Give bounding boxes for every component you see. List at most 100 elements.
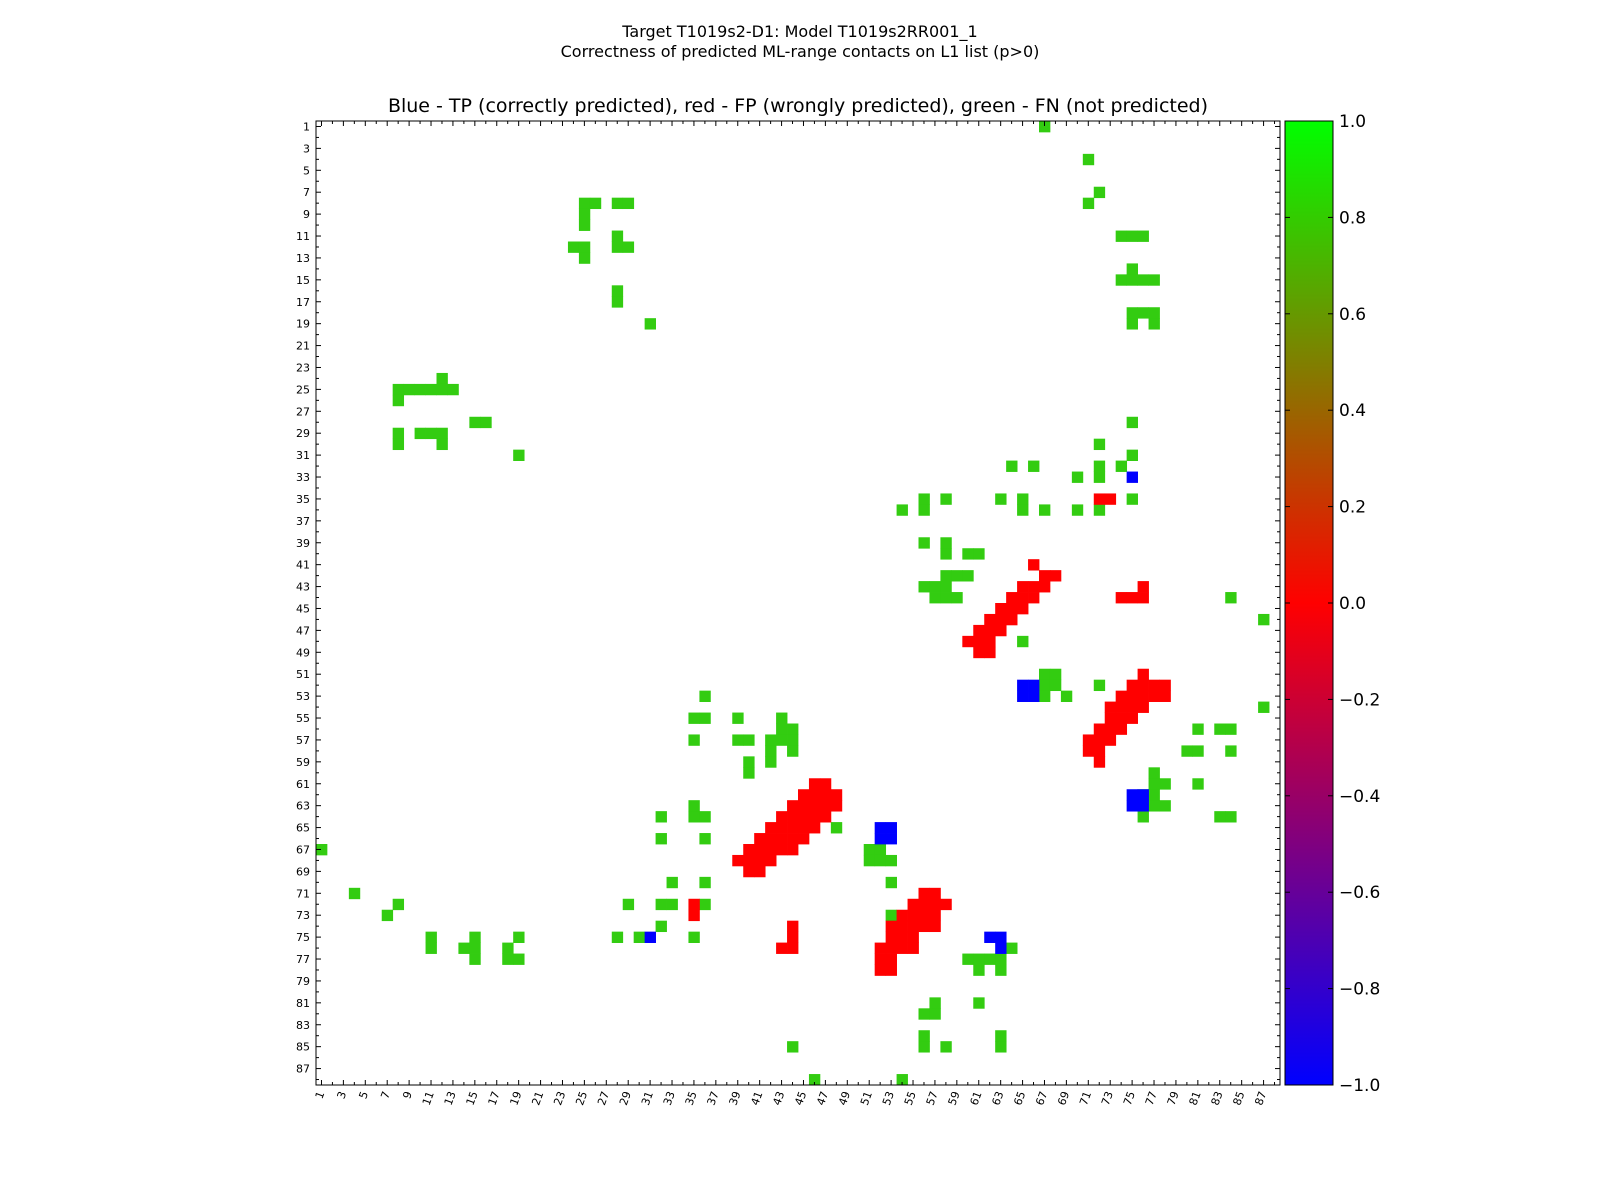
y-tick-label: 81 [296,997,310,1010]
axis-tick-labels: 1357911131517192123252729313335373941434… [296,120,1269,1107]
cell-fn [513,954,524,965]
cell-fp [1116,702,1127,713]
cell-fn [1039,691,1050,702]
cell-fn [349,888,360,899]
y-tick-label: 1 [303,120,310,133]
cell-fn [382,910,393,921]
cell-fp [1006,614,1017,625]
x-tick-label: 21 [529,1090,546,1108]
x-tick-label: 61 [968,1090,985,1108]
cell-fn [962,548,973,559]
cell-fn [502,954,513,965]
y-tick-label: 9 [303,208,310,221]
cell-fn [469,943,480,954]
cell-fp [1083,745,1094,756]
cell-fn [1039,669,1050,680]
cell-fn [513,932,524,943]
cell-fn [579,242,590,253]
cell-fn [426,384,437,395]
cell-fp [688,910,699,921]
cell-fn [1061,691,1072,702]
cell-fn [1225,745,1236,756]
cell-fn [765,745,776,756]
cell-fp [1028,592,1039,603]
cell-fp [875,954,886,965]
cell-fn [1083,198,1094,209]
cell-fp [1028,559,1039,570]
cell-fn [688,734,699,745]
y-tick-label: 71 [296,887,310,900]
cell-fp [875,943,886,954]
colorbar-tick-label: −0.2 [1339,690,1380,710]
colorbar-tick-label: −0.4 [1339,787,1380,807]
cell-fp [984,647,995,658]
x-tick-label: 63 [989,1090,1006,1108]
x-tick-label: 43 [770,1090,787,1108]
cell-fn [929,997,940,1008]
y-tick-label: 49 [296,646,310,659]
cell-fp [929,910,940,921]
y-tick-label: 87 [296,1063,310,1076]
cell-tp [1138,800,1149,811]
cell-fn [743,734,754,745]
cell-fn [919,1041,930,1052]
y-tick-label: 77 [296,953,310,966]
cell-fp [1017,581,1028,592]
cell-fn [1072,472,1083,483]
cell-fn [940,1041,951,1052]
x-tick-label: 35 [683,1090,700,1108]
cell-fn [1149,318,1160,329]
y-tick-label: 51 [296,668,310,681]
cell-fn [437,373,448,384]
cell-fp [1094,734,1105,745]
cell-fp [929,921,940,932]
cell-fn [951,570,962,581]
cell-fp [754,844,765,855]
x-tick-label: 19 [507,1090,524,1108]
cell-fp [1138,702,1149,713]
cell-fp [1083,734,1094,745]
cell-fn [919,537,930,548]
cell-fn [951,592,962,603]
cell-fn [919,1008,930,1019]
x-tick-label: 85 [1230,1090,1247,1108]
cell-fp [743,855,754,866]
cell-fn [929,581,940,592]
cell-fp [809,811,820,822]
cell-fn [1138,274,1149,285]
cell-fn [919,493,930,504]
cell-fn [579,252,590,263]
cell-fp [897,910,908,921]
x-tick-label: 3 [335,1090,350,1101]
cell-fp [1105,702,1116,713]
cell-fn [1192,724,1203,735]
cell-fn [656,899,667,910]
cell-fn [699,811,710,822]
cell-fp [787,822,798,833]
cell-fp [820,789,831,800]
cell-fn [1050,669,1061,680]
cell-fp [787,800,798,811]
y-tick-label: 73 [296,909,310,922]
cell-fp [897,921,908,932]
cell-fn [1225,811,1236,822]
cell-fn [1039,680,1050,691]
cell-fn [623,899,634,910]
x-tick-label: 87 [1252,1090,1269,1108]
cell-fp [776,844,787,855]
x-tick-label: 69 [1055,1090,1072,1108]
y-tick-label: 39 [296,537,310,550]
cell-fn [688,932,699,943]
cell-fn [1028,461,1039,472]
cell-fn [393,428,404,439]
cell-fn [864,855,875,866]
cell-fp [995,614,1006,625]
cell-fp [1006,603,1017,614]
cell-tp [984,932,995,943]
y-tick-label: 11 [296,230,310,243]
cell-fn [973,965,984,976]
cell-fn [1138,307,1149,318]
y-tick-label: 63 [296,800,310,813]
y-tick-label: 53 [296,690,310,703]
x-tick-label: 79 [1165,1090,1182,1108]
